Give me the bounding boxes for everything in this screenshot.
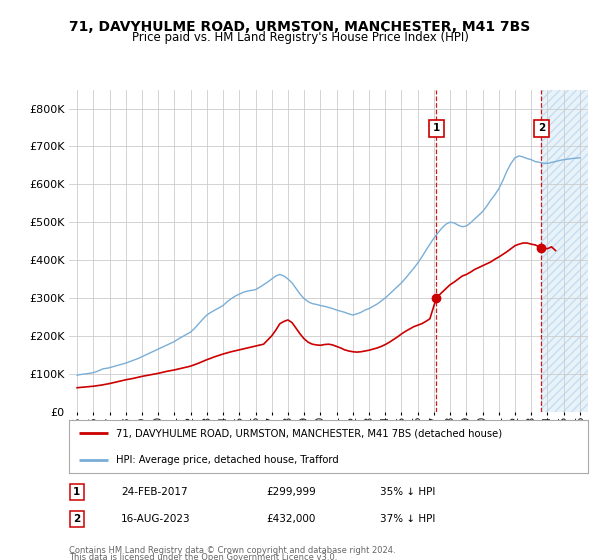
Text: £299,999: £299,999 <box>266 487 316 497</box>
Bar <box>541 90 588 412</box>
Text: 2: 2 <box>538 123 545 133</box>
Text: 35% ↓ HPI: 35% ↓ HPI <box>380 487 436 497</box>
Text: This data is licensed under the Open Government Licence v3.0.: This data is licensed under the Open Gov… <box>69 553 337 560</box>
Text: 37% ↓ HPI: 37% ↓ HPI <box>380 514 436 524</box>
Text: Price paid vs. HM Land Registry's House Price Index (HPI): Price paid vs. HM Land Registry's House … <box>131 31 469 44</box>
Text: 71, DAVYHULME ROAD, URMSTON, MANCHESTER, M41 7BS: 71, DAVYHULME ROAD, URMSTON, MANCHESTER,… <box>70 20 530 34</box>
Text: 24-FEB-2017: 24-FEB-2017 <box>121 487 188 497</box>
Text: £432,000: £432,000 <box>266 514 316 524</box>
Text: 16-AUG-2023: 16-AUG-2023 <box>121 514 191 524</box>
Text: Contains HM Land Registry data © Crown copyright and database right 2024.: Contains HM Land Registry data © Crown c… <box>69 546 395 555</box>
Text: HPI: Average price, detached house, Trafford: HPI: Average price, detached house, Traf… <box>116 455 338 465</box>
Text: 1: 1 <box>73 487 80 497</box>
Text: 71, DAVYHULME ROAD, URMSTON, MANCHESTER, M41 7BS (detached house): 71, DAVYHULME ROAD, URMSTON, MANCHESTER,… <box>116 428 502 438</box>
Text: 1: 1 <box>433 123 440 133</box>
Text: 2: 2 <box>73 514 80 524</box>
